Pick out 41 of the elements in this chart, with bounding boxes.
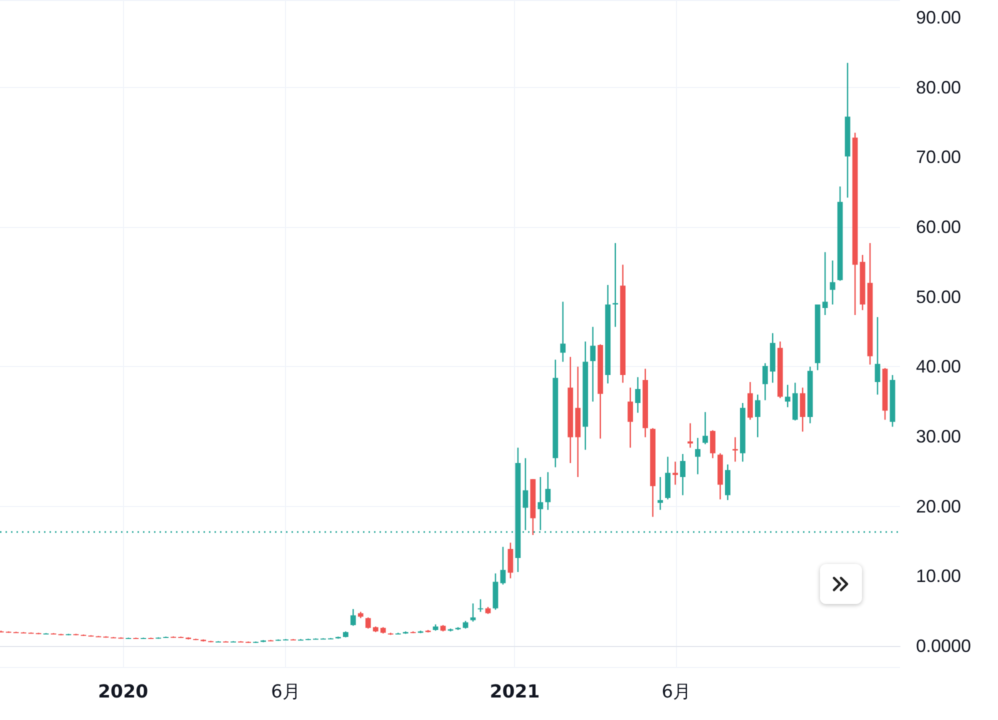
candlestick <box>710 430 716 459</box>
candlestick <box>672 461 678 486</box>
candlestick <box>628 386 634 448</box>
y-tick-label: 30.00 <box>916 426 962 447</box>
candlestick <box>612 242 618 328</box>
candlestick <box>478 598 484 612</box>
candlestick <box>350 608 356 626</box>
candlestick <box>874 316 880 396</box>
candlestick <box>762 362 768 401</box>
y-tick-label: 0.0000 <box>916 636 972 656</box>
x-tick-label: 6月 <box>662 682 692 702</box>
y-tick-label: 50.00 <box>916 286 962 307</box>
candlestick <box>688 422 693 448</box>
candlestick <box>500 546 506 586</box>
candlestick <box>800 386 806 432</box>
y-tick-label: 90.00 <box>916 7 962 28</box>
candlestick <box>822 251 828 316</box>
candlestick <box>635 376 641 414</box>
x-tick-label: 2021 <box>490 682 540 702</box>
candlestick <box>560 301 566 362</box>
y-tick-label: 60.00 <box>916 216 962 237</box>
candlestick <box>754 394 760 438</box>
y-tick-label: 70.00 <box>916 147 962 168</box>
candlestick <box>508 542 514 579</box>
candlestick <box>784 384 790 408</box>
x-tick-label: 6月 <box>271 682 300 702</box>
y-tick-label: 10.00 <box>916 566 962 586</box>
y-tick-label: 40.00 <box>916 356 962 377</box>
candlestick <box>658 476 663 511</box>
y-tick-label: 80.00 <box>916 77 962 98</box>
candlestick <box>522 458 528 531</box>
candlestick <box>830 260 836 306</box>
candlestick <box>680 453 686 496</box>
candlestick <box>695 437 700 475</box>
candlestick <box>702 411 708 445</box>
y-tick-label: 20.00 <box>916 496 962 516</box>
candlestick <box>545 471 551 511</box>
candlestick <box>365 616 371 630</box>
candlestick <box>732 436 738 462</box>
candlestick <box>590 326 596 402</box>
x-tick-label: 2020 <box>98 682 148 702</box>
